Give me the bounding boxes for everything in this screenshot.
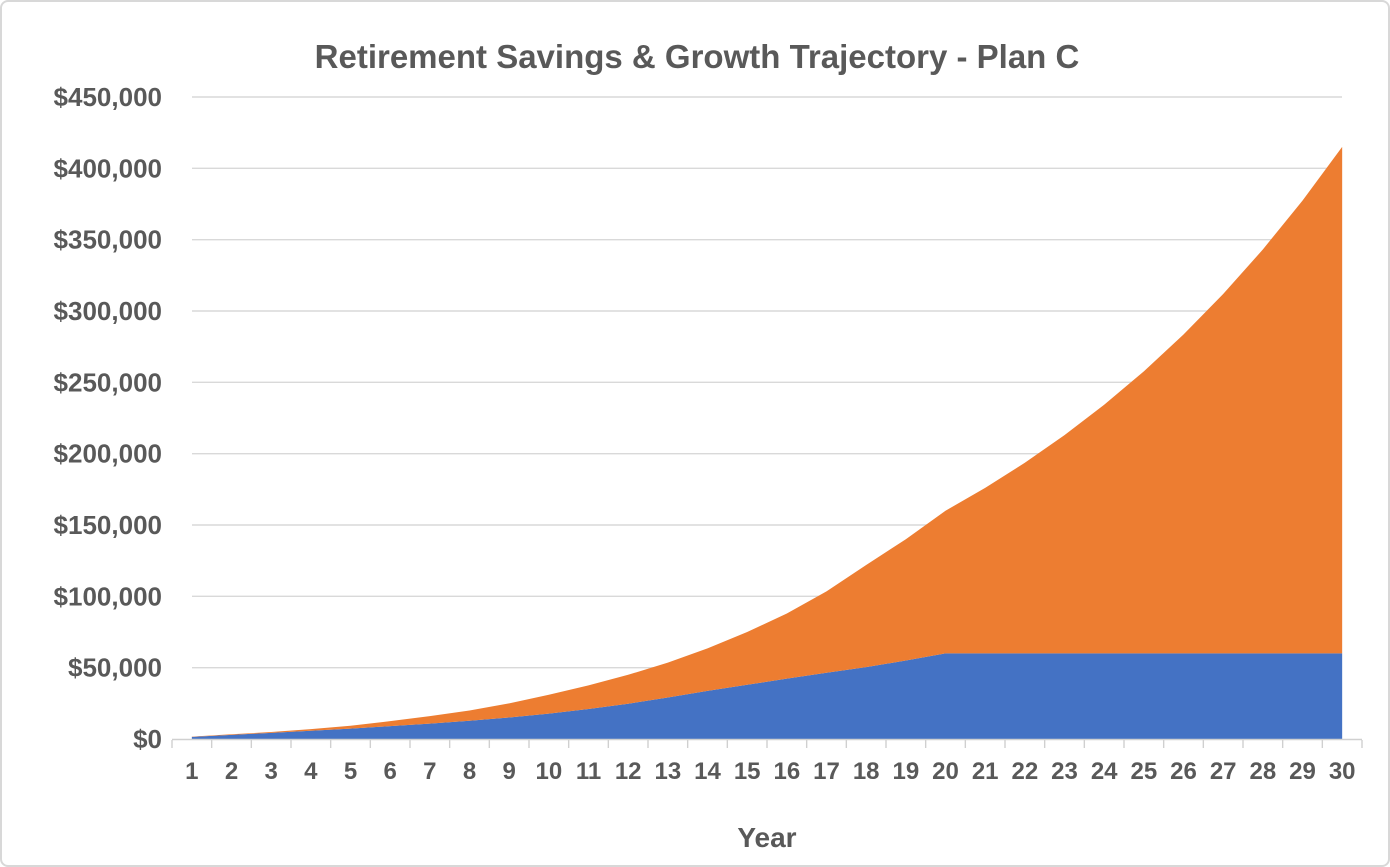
- y-axis-label: $100,000: [54, 581, 162, 611]
- x-axis-label: 13: [654, 758, 681, 785]
- x-axis-label: 2: [225, 758, 238, 785]
- y-axis-labels: $0 $50,000 $100,000 $150,000 $200,000 $250,00…: [54, 82, 162, 754]
- x-axis-label: 26: [1170, 758, 1197, 785]
- area-growth: [191, 146, 1343, 737]
- y-axis-label: $250,000: [54, 367, 162, 397]
- x-axis-label: 16: [773, 758, 800, 785]
- x-axis-label: 18: [853, 758, 880, 785]
- y-axis-label: $450,000: [54, 82, 162, 112]
- x-axis-label: 20: [932, 758, 959, 785]
- x-axis-label: 23: [1051, 758, 1078, 785]
- y-axis-label: $150,000: [54, 510, 162, 540]
- x-axis-label: 27: [1210, 758, 1237, 785]
- gridlines: [192, 96, 1342, 669]
- x-axis-label: 28: [1249, 758, 1276, 785]
- x-axis-label: 12: [615, 758, 642, 785]
- x-axis-label: 22: [1011, 758, 1038, 785]
- x-axis-label: 30: [1329, 758, 1356, 785]
- x-axis-label: 10: [535, 758, 562, 785]
- x-axis-label: 21: [972, 758, 999, 785]
- x-axis-label: 25: [1130, 758, 1157, 785]
- x-axis-label: 15: [734, 758, 761, 785]
- axes: [171, 738, 1363, 748]
- y-axis-label: $200,000: [54, 439, 162, 469]
- x-axis-label: 6: [383, 758, 396, 785]
- x-axis-labels: 1 2 3 4 5 6 7 8 9 10 11 12 13 14 15 16 17 18 19 20 21 22 23 24 2…: [185, 758, 1355, 785]
- y-axis-label: $300,000: [54, 296, 162, 326]
- x-axis-label: 19: [892, 758, 919, 785]
- x-axis-label: 3: [264, 758, 277, 785]
- x-axis-label: 17: [813, 758, 840, 785]
- x-axis-label: 4: [304, 758, 318, 785]
- x-axis-label: 8: [463, 758, 476, 785]
- y-axis-label: $400,000: [54, 153, 162, 183]
- x-axis-label: 29: [1289, 758, 1316, 785]
- x-axis-label: 1: [185, 758, 198, 785]
- x-axis-label: 7: [423, 758, 436, 785]
- x-axis-title: Year: [737, 822, 797, 853]
- y-axis-label: $50,000: [68, 653, 162, 683]
- x-axis-label: 14: [694, 758, 721, 785]
- x-axis-label: 24: [1091, 758, 1118, 785]
- y-axis-label: $350,000: [54, 225, 162, 255]
- x-axis-label: 11: [576, 758, 601, 785]
- y-axis-label: $0: [133, 724, 162, 754]
- x-axis-label: 9: [502, 758, 515, 785]
- area-contributions: [191, 653, 1343, 739]
- area-series: [191, 146, 1343, 739]
- chart-title: Retirement Savings & Growth Trajectory -…: [314, 38, 1080, 75]
- x-axis-label: 5: [344, 758, 357, 785]
